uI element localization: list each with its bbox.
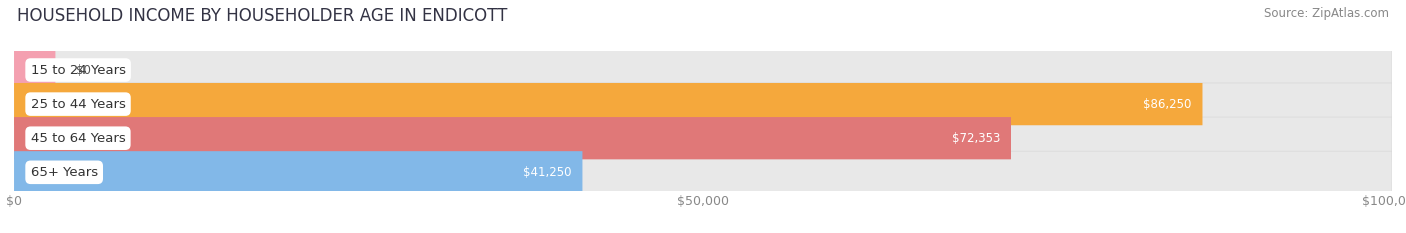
FancyBboxPatch shape bbox=[14, 151, 582, 193]
Text: $86,250: $86,250 bbox=[1143, 98, 1191, 111]
FancyBboxPatch shape bbox=[14, 117, 1392, 159]
Text: 15 to 24 Years: 15 to 24 Years bbox=[31, 64, 125, 76]
FancyBboxPatch shape bbox=[14, 151, 1392, 193]
FancyBboxPatch shape bbox=[14, 49, 55, 91]
Text: 25 to 44 Years: 25 to 44 Years bbox=[31, 98, 125, 111]
Text: 65+ Years: 65+ Years bbox=[31, 166, 98, 179]
FancyBboxPatch shape bbox=[14, 83, 1202, 125]
FancyBboxPatch shape bbox=[14, 117, 1011, 159]
Text: $41,250: $41,250 bbox=[523, 166, 571, 179]
FancyBboxPatch shape bbox=[14, 83, 1392, 125]
FancyBboxPatch shape bbox=[14, 49, 1392, 91]
Text: HOUSEHOLD INCOME BY HOUSEHOLDER AGE IN ENDICOTT: HOUSEHOLD INCOME BY HOUSEHOLDER AGE IN E… bbox=[17, 7, 508, 25]
Text: $0: $0 bbox=[76, 64, 91, 76]
Text: $72,353: $72,353 bbox=[952, 132, 1000, 145]
Text: Source: ZipAtlas.com: Source: ZipAtlas.com bbox=[1264, 7, 1389, 20]
Text: 45 to 64 Years: 45 to 64 Years bbox=[31, 132, 125, 145]
